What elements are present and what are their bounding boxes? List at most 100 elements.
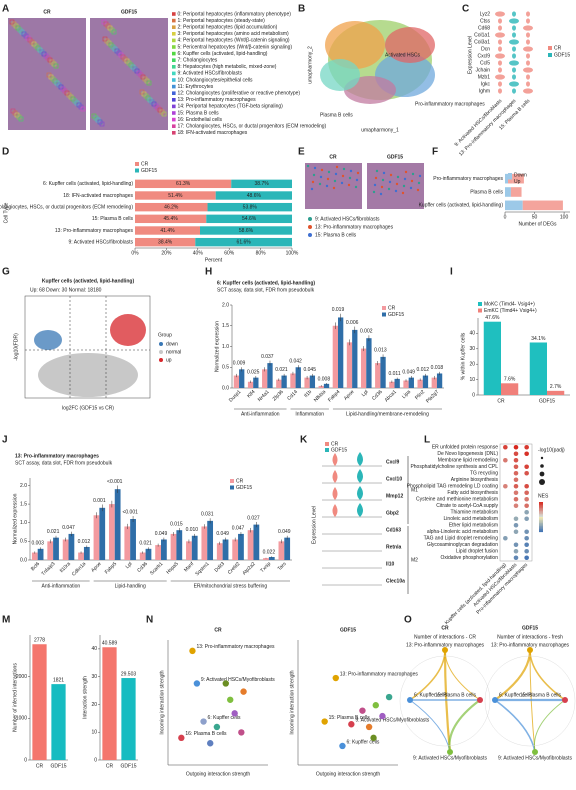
row-label: Oxidative phosphorylation <box>440 555 498 561</box>
dot <box>524 542 529 548</box>
violin <box>512 67 516 73</box>
legend-swatch <box>508 179 512 184</box>
x-tick-label: Nr4a1 <box>257 389 271 403</box>
legend-swatch <box>548 46 552 50</box>
x-tick-label: Lpl <box>361 389 370 398</box>
bar <box>408 377 414 388</box>
panel-label: G <box>2 267 10 278</box>
violin <box>498 60 502 66</box>
bar <box>155 545 161 560</box>
violin <box>498 46 502 52</box>
spot <box>310 187 314 191</box>
value-label: 45.4% <box>164 216 179 222</box>
spot <box>381 178 385 182</box>
legend-label: down <box>166 341 178 347</box>
y-tick-label: 1000 <box>16 716 27 722</box>
bar <box>145 548 152 560</box>
point <box>339 742 346 750</box>
x-tick-label: Pla2g7 <box>425 389 440 404</box>
bar <box>268 557 275 560</box>
legend-label: 3: Periportal hepatocytes (amino acid me… <box>178 31 289 37</box>
p-value-label: <0.001 <box>122 509 138 515</box>
x-tick-label: Il1b <box>303 389 313 399</box>
p-value-label: <0.001 <box>107 479 123 485</box>
bar <box>135 214 207 224</box>
legend-label: 9: Activated HSCs/fibroblasts <box>178 71 243 77</box>
dot <box>513 542 519 548</box>
violin <box>498 18 502 24</box>
colorbar <box>539 521 543 524</box>
chart-title: CR <box>214 627 222 633</box>
violin <box>498 67 502 73</box>
spot <box>327 170 331 174</box>
gene-label: Col3a1 <box>474 39 490 45</box>
bar <box>170 533 177 560</box>
bar <box>547 390 565 395</box>
row-label: Ether lipid metabolism <box>449 523 498 529</box>
bar <box>276 379 282 388</box>
spot <box>18 116 24 122</box>
panel-label: F <box>432 147 438 158</box>
legend-swatch <box>172 71 176 76</box>
dot <box>524 470 529 476</box>
bar <box>483 321 501 395</box>
bar <box>505 200 523 211</box>
umap-cluster <box>325 21 385 69</box>
legend-label: up <box>166 357 172 363</box>
bar <box>32 644 47 760</box>
y-tick-label: 20 <box>91 702 97 708</box>
panel-label: B <box>298 4 305 15</box>
p-value-label: 0.027 <box>247 515 260 521</box>
bar <box>68 533 75 560</box>
value-label: 48.6% <box>247 193 262 199</box>
dot <box>524 490 529 496</box>
row-label: Arginine biosynthesis <box>451 477 499 483</box>
colorbar <box>539 509 543 512</box>
bar <box>135 226 200 235</box>
chart-subtitle: SCT assay, data slot, FDR from pseudobul… <box>217 287 315 293</box>
colorbar <box>539 524 543 527</box>
bar <box>529 342 547 395</box>
legend-label: CR <box>331 441 339 447</box>
point <box>240 688 247 695</box>
x-tick-label: Cdkn1a <box>71 561 88 578</box>
group-label: M2 <box>411 557 418 563</box>
value-label: 38.4% <box>158 239 173 245</box>
point <box>370 734 377 742</box>
row-label: Linoleic acid metabolism <box>444 516 498 522</box>
point-label: 6: Kupffer cells <box>346 739 379 745</box>
value-label: 2.7% <box>550 384 562 390</box>
dot <box>513 477 519 483</box>
violin <box>512 88 516 94</box>
edge <box>448 699 481 753</box>
p-value-label: 0.049 <box>216 531 229 537</box>
violin <box>523 25 533 31</box>
panel-label: C <box>462 4 469 15</box>
violin <box>512 74 516 80</box>
x-tick-label: 0 <box>504 214 507 220</box>
x-tick-label: Nfkbia <box>313 389 327 403</box>
bar <box>394 378 400 388</box>
umap-cluster <box>320 59 360 91</box>
legend-swatch <box>172 32 176 36</box>
x-tick-label: Creld2 <box>227 561 242 576</box>
node-label: 6: Kupffer cells <box>414 692 447 698</box>
point <box>213 723 221 731</box>
row-label: Glycosaminoglycan degradation <box>427 542 498 548</box>
group-label: Anti-inflammation <box>241 411 280 417</box>
p-value-label: 0.049 <box>402 369 415 375</box>
bar <box>284 537 291 560</box>
point <box>238 729 245 736</box>
violin <box>526 39 530 45</box>
bar <box>352 329 358 388</box>
legend-swatch <box>172 25 176 29</box>
spot <box>349 169 353 173</box>
legend-size <box>539 471 545 477</box>
legend-label: 10: Cholangiocytes/epithelial cells <box>178 77 254 83</box>
dot <box>513 444 519 450</box>
bar <box>121 678 136 760</box>
violin <box>495 74 505 80</box>
legend-swatch <box>172 111 176 115</box>
gene-label: Gbp2 <box>386 510 399 516</box>
y-tick-label: Kupffer cells (activated, lipid-handling… <box>419 203 504 209</box>
